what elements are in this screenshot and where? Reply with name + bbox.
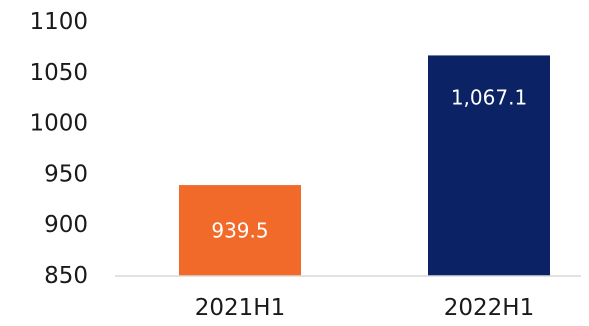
y-tick-label: 1000 — [29, 111, 88, 137]
y-tick-label: 950 — [44, 161, 88, 187]
y-axis-tick-labels: 850 900 950 1000 1050 1100 — [29, 9, 88, 289]
data-labels: 939.5 1,067.1 — [211, 85, 527, 242]
bar-2021h1 — [179, 185, 301, 276]
data-label: 939.5 — [211, 219, 268, 243]
y-tick-label: 900 — [44, 212, 88, 238]
x-tick-label: 2022H1 — [444, 295, 534, 321]
y-tick-label: 1050 — [29, 60, 88, 86]
y-tick-label: 1100 — [29, 9, 88, 35]
x-tick-label: 2021H1 — [195, 295, 285, 321]
bar-2022h1 — [428, 55, 550, 277]
bars — [179, 55, 550, 277]
data-label: 1,067.1 — [451, 85, 527, 109]
x-axis-category-labels: 2021H1 2022H1 — [195, 295, 534, 321]
y-tick-label: 850 — [44, 263, 88, 289]
